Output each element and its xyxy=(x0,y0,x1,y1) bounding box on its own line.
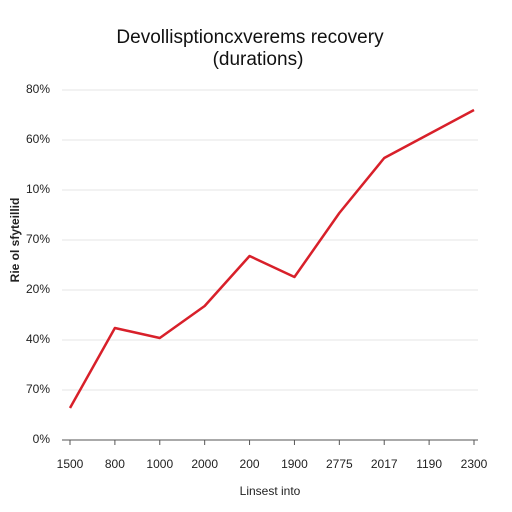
y-tick-label: 10% xyxy=(26,182,50,196)
line-series xyxy=(68,108,475,409)
x-tick-label: 1900 xyxy=(281,457,308,471)
x-tick-label: 1190 xyxy=(416,457,442,471)
y-tick-label: 40% xyxy=(26,332,50,346)
x-tick-label: 2000 xyxy=(191,457,218,471)
x-tick-label: 2775 xyxy=(326,457,353,471)
y-tick-label: 70% xyxy=(26,382,50,396)
y-tick-label: 80% xyxy=(26,82,50,96)
x-tick-label: 2300 xyxy=(461,457,488,471)
y-tick-label: 60% xyxy=(26,132,50,146)
y-tick-label: 0% xyxy=(33,432,51,446)
x-tick-label: 2017 xyxy=(371,457,398,471)
y-tick-label: 70% xyxy=(26,232,50,246)
y-axis-label: Rie ol sfyteillid xyxy=(8,198,22,283)
x-tick-label: 200 xyxy=(240,457,260,471)
y-tick-label: 20% xyxy=(26,282,50,296)
x-axis-label: Linsest into xyxy=(240,484,301,498)
chart-subtitle: (durations) xyxy=(213,49,304,70)
chart-title: Devollisptioncxverems recovery xyxy=(116,27,384,48)
x-tick-label: 800 xyxy=(105,457,125,471)
x-tick-label: 1500 xyxy=(57,457,84,471)
x-tick-label: 1000 xyxy=(146,457,173,471)
